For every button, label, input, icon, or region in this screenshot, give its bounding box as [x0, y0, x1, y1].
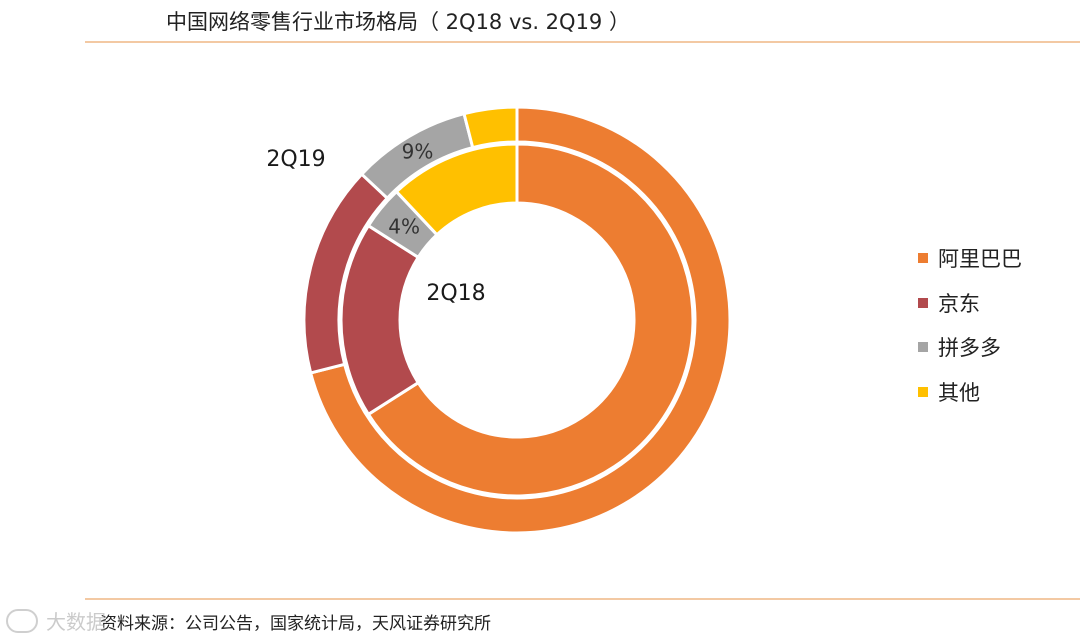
legend-swatch-jd	[918, 297, 928, 308]
legend-label-jd: 京东	[938, 291, 980, 316]
slice-2q18-alibaba	[366, 142, 695, 498]
legend-swatch-alibaba	[918, 253, 928, 264]
legend-label-other: 其他	[938, 380, 980, 405]
slice-2q18-other	[394, 142, 519, 237]
legend-item-jd: 京东	[918, 281, 1022, 326]
watermark: 大数据	[6, 606, 106, 635]
footer-divider	[85, 598, 1080, 600]
data-label-2q19-pinduoduo: 9%	[402, 140, 434, 164]
legend-label-alibaba: 阿里巴巴	[938, 247, 1022, 272]
slice-2q19-alibaba	[308, 105, 732, 535]
legend-item-other: 其他	[918, 370, 1022, 415]
ring-label-2q18: 2Q18	[426, 281, 485, 306]
chart-title: 中国网络零售行业市场格局（ 2Q18 vs. 2Q19 ）	[166, 10, 630, 34]
legend-swatch-pinduoduo	[918, 342, 928, 353]
legend-item-pinduoduo: 拼多多	[918, 325, 1022, 370]
source-note: 资料来源：公司公告，国家统计局，天风证券研究所	[100, 614, 491, 634]
legend-item-alibaba: 阿里巴巴	[918, 236, 1022, 281]
legend-label-pinduoduo: 拼多多	[938, 336, 1001, 361]
watermark-logo-icon	[6, 608, 38, 633]
slice-2q19-other	[462, 105, 519, 150]
legend: 阿里巴巴 京东 拼多多 其他	[918, 236, 1022, 414]
data-label-2q18-pinduoduo: 4%	[388, 215, 420, 239]
ring-label-2q19: 2Q19	[266, 147, 325, 172]
watermark-text: 大数据	[46, 610, 106, 634]
title-divider	[85, 41, 1080, 43]
legend-swatch-other	[918, 386, 928, 397]
